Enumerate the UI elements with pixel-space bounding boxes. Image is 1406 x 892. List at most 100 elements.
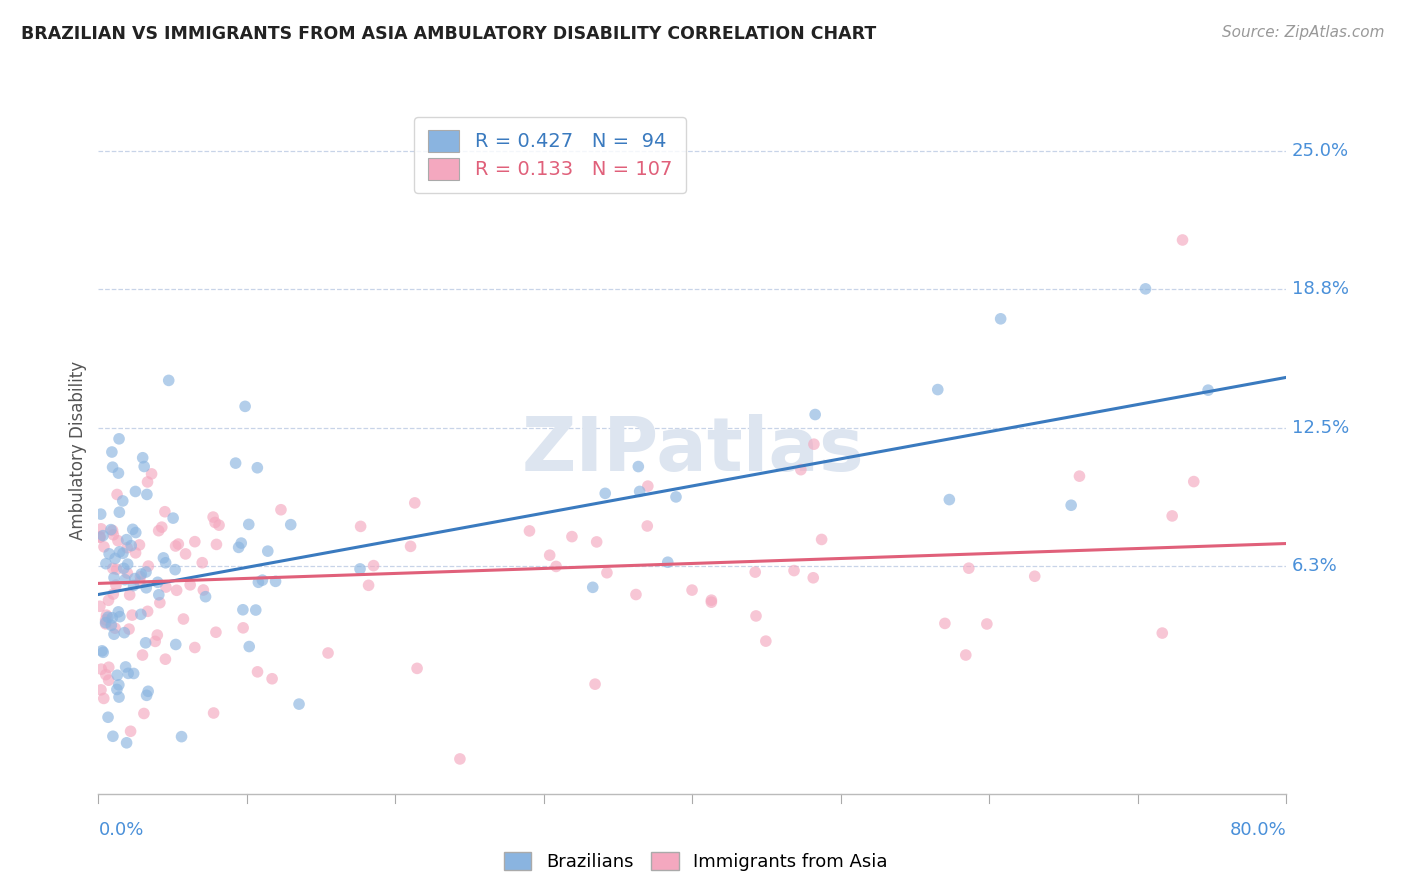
Text: 12.5%: 12.5% <box>1292 419 1350 437</box>
Point <box>124 546 146 560</box>
Point <box>115 541 138 555</box>
Point <box>155 580 177 594</box>
Point <box>108 609 131 624</box>
Point <box>134 459 156 474</box>
Point <box>114 660 136 674</box>
Point <box>246 460 269 475</box>
Point <box>957 561 980 575</box>
Point <box>120 539 142 553</box>
Point <box>143 634 166 648</box>
Point <box>108 678 131 692</box>
Point <box>976 617 998 632</box>
Point <box>94 667 117 681</box>
Point <box>146 575 169 590</box>
Point <box>100 523 122 537</box>
Point <box>637 479 659 493</box>
Point <box>316 646 339 660</box>
Point <box>184 534 207 549</box>
Point <box>101 460 124 475</box>
Point <box>100 618 122 632</box>
Point <box>131 648 153 662</box>
Point <box>232 621 254 635</box>
Point <box>404 496 426 510</box>
Point <box>1197 383 1219 397</box>
Text: 6.3%: 6.3% <box>1292 557 1339 574</box>
Text: 0.0%: 0.0% <box>98 821 143 838</box>
Point <box>107 605 129 619</box>
Point <box>406 661 429 675</box>
Legend: R = 0.427   N =  94, R = 0.133   N = 107: R = 0.427 N = 94, R = 0.133 N = 107 <box>415 117 686 194</box>
Point <box>264 574 287 589</box>
Point <box>146 628 169 642</box>
Point <box>135 636 157 650</box>
Point <box>700 595 723 609</box>
Text: ZIPatlas: ZIPatlas <box>522 414 863 487</box>
Point <box>101 729 124 743</box>
Point <box>124 572 146 586</box>
Point <box>155 652 177 666</box>
Point <box>136 475 159 489</box>
Point <box>233 400 256 414</box>
Text: 25.0%: 25.0% <box>1292 143 1350 161</box>
Point <box>93 540 115 554</box>
Point <box>165 539 187 553</box>
Point <box>546 559 568 574</box>
Point <box>627 459 650 474</box>
Point <box>105 562 128 576</box>
Point <box>225 456 247 470</box>
Text: 18.8%: 18.8% <box>1292 280 1350 298</box>
Point <box>149 596 172 610</box>
Point <box>162 511 184 525</box>
Legend: Brazilians, Immigrants from Asia: Brazilians, Immigrants from Asia <box>498 845 894 879</box>
Point <box>101 611 124 625</box>
Point <box>561 530 583 544</box>
Point <box>104 551 127 566</box>
Point <box>111 494 134 508</box>
Point <box>89 530 111 544</box>
Point <box>103 528 125 542</box>
Point <box>270 502 292 516</box>
Point <box>167 537 190 551</box>
Point <box>97 710 120 724</box>
Point <box>202 706 225 720</box>
Point <box>141 467 163 481</box>
Point <box>585 535 607 549</box>
Point <box>955 648 977 662</box>
Point <box>166 583 188 598</box>
Point <box>135 581 157 595</box>
Point <box>596 566 619 580</box>
Point <box>112 625 135 640</box>
Point <box>208 518 231 533</box>
Point <box>135 487 157 501</box>
Point <box>101 524 124 538</box>
Point <box>745 609 768 624</box>
Point <box>205 625 228 640</box>
Point <box>104 621 127 635</box>
Point <box>165 638 187 652</box>
Point <box>101 445 124 459</box>
Point <box>148 524 170 538</box>
Point <box>1171 233 1194 247</box>
Point <box>179 578 201 592</box>
Point <box>103 627 125 641</box>
Point <box>150 520 173 534</box>
Point <box>129 607 152 622</box>
Point <box>1182 475 1205 489</box>
Point <box>124 484 146 499</box>
Point <box>205 537 228 551</box>
Point <box>804 408 827 422</box>
Point <box>681 583 703 598</box>
Point <box>91 644 114 658</box>
Point <box>132 706 155 721</box>
Point <box>136 604 159 618</box>
Point <box>1069 469 1091 483</box>
Point <box>97 610 120 624</box>
Point <box>117 666 139 681</box>
Point <box>1135 282 1157 296</box>
Text: BRAZILIAN VS IMMIGRANTS FROM ASIA AMBULATORY DISABILITY CORRELATION CHART: BRAZILIAN VS IMMIGRANTS FROM ASIA AMBULA… <box>21 25 876 43</box>
Point <box>238 517 260 532</box>
Point <box>990 311 1012 326</box>
Point <box>262 672 284 686</box>
Point <box>790 463 813 477</box>
Point <box>104 578 127 592</box>
